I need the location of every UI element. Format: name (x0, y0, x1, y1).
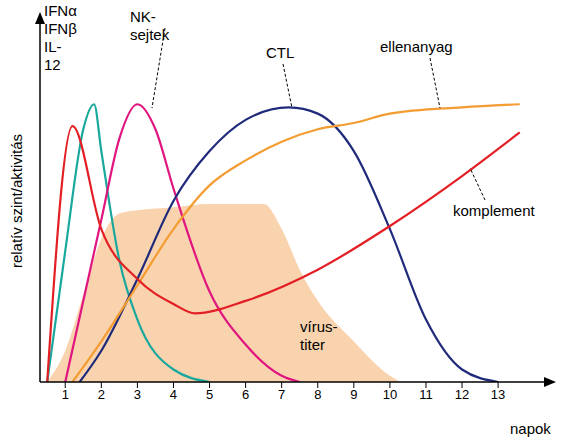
html-text:napok: napok (510, 420, 551, 437)
html-text:IFNβ: IFNβ (44, 20, 77, 37)
html-text:IFNα: IFNα (44, 2, 77, 19)
svg-text:10: 10 (383, 387, 397, 402)
svg-text:3: 3 (134, 387, 141, 402)
svg-text:7: 7 (278, 387, 285, 402)
svg-text:8: 8 (314, 387, 321, 402)
svg-text:13: 13 (491, 387, 505, 402)
svg-text:1: 1 (62, 387, 69, 402)
html-text:12: 12 (44, 56, 61, 73)
html-text:vírus-: vírus- (300, 318, 338, 335)
svg-text:12: 12 (455, 387, 469, 402)
html-text:CTL: CTL (266, 44, 295, 61)
svg-text:5: 5 (206, 387, 213, 402)
svg-text:6: 6 (242, 387, 249, 402)
svg-text:relatív szint/aktivitás: relatív szint/aktivitás (8, 134, 25, 268)
html-text:NK-: NK- (130, 8, 156, 25)
html-text:sejtek: sejtek (130, 26, 170, 43)
svg-text:2: 2 (98, 387, 105, 402)
svg-text:4: 4 (170, 387, 177, 402)
html-text:komplement: komplement (453, 202, 535, 219)
html-text:ellenanyag: ellenanyag (380, 38, 453, 55)
html-text:titer: titer (300, 336, 325, 353)
html-text:IL-: IL- (44, 38, 62, 55)
svg-text:9: 9 (350, 387, 357, 402)
svg-text:11: 11 (419, 387, 433, 402)
